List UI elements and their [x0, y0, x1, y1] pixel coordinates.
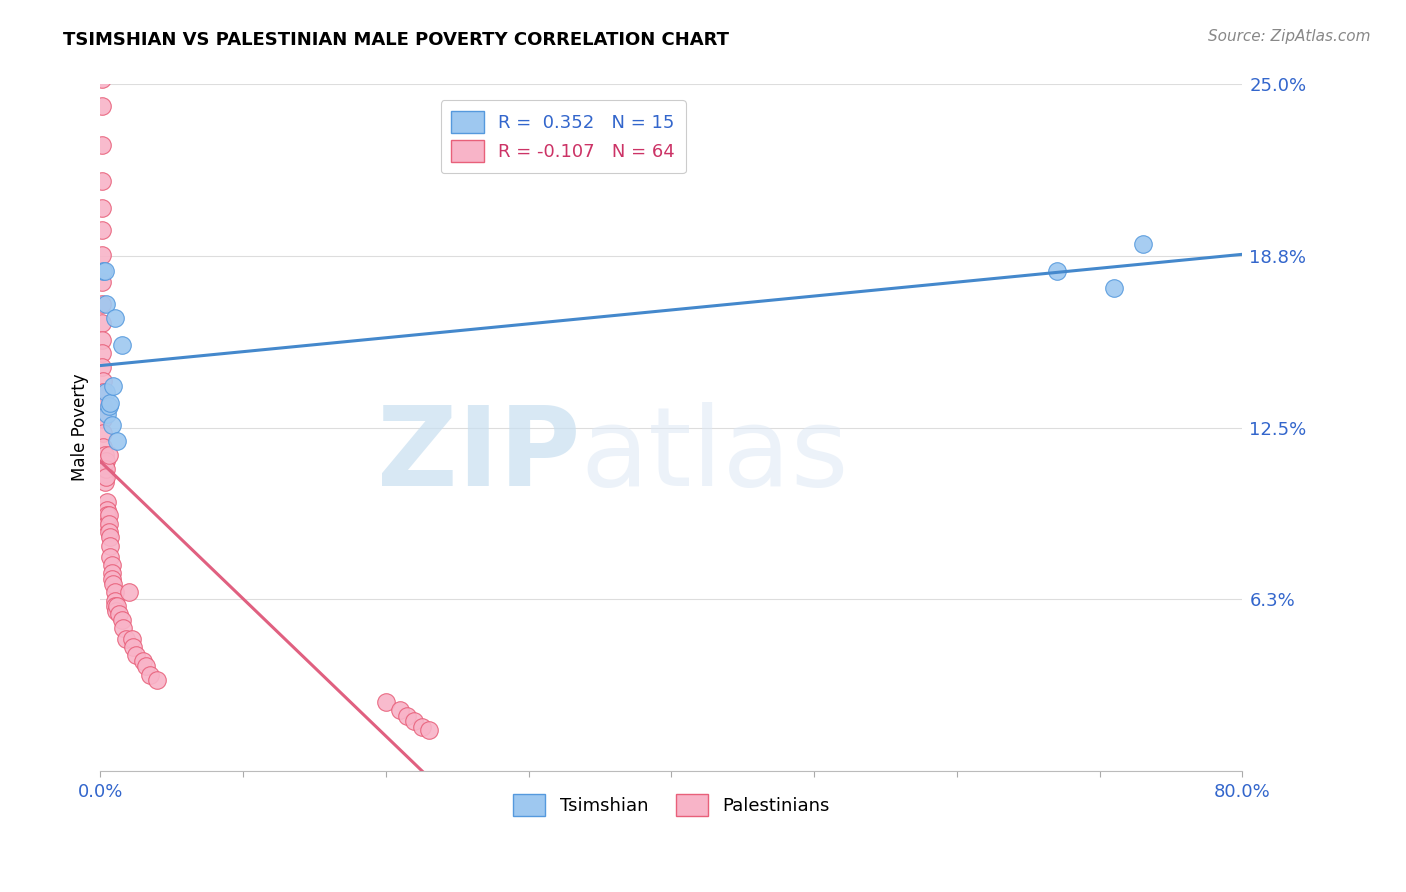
- Point: [146, 673, 169, 687]
- Point: [97, 448, 120, 462]
- Point: [93, 448, 115, 462]
- Point: [112, 621, 135, 635]
- Point: [94, 453, 117, 467]
- Point: [96, 494, 118, 508]
- Point: [98, 396, 121, 410]
- Point: [396, 708, 419, 723]
- Point: [111, 613, 134, 627]
- Y-axis label: Male Poverty: Male Poverty: [72, 374, 89, 482]
- Point: [418, 723, 440, 737]
- Point: [98, 530, 121, 544]
- Point: [96, 516, 118, 531]
- Point: [90, 297, 112, 311]
- Point: [90, 223, 112, 237]
- Point: [97, 516, 120, 531]
- Point: [91, 425, 114, 440]
- Point: [98, 539, 121, 553]
- Point: [108, 607, 131, 622]
- Point: [96, 503, 118, 517]
- Point: [97, 508, 120, 523]
- Point: [94, 461, 117, 475]
- Point: [1102, 280, 1125, 294]
- Point: [132, 654, 155, 668]
- Point: [115, 632, 138, 646]
- Point: [90, 316, 112, 330]
- Point: [90, 201, 112, 215]
- Point: [135, 659, 157, 673]
- Point: [103, 577, 125, 591]
- Point: [107, 599, 129, 613]
- Point: [105, 605, 128, 619]
- Point: [93, 264, 115, 278]
- Point: [94, 384, 117, 399]
- Point: [96, 508, 118, 523]
- Point: [90, 247, 112, 261]
- Point: [94, 470, 117, 484]
- Point: [100, 558, 122, 572]
- Point: [90, 333, 112, 347]
- Point: [125, 648, 148, 663]
- Point: [98, 549, 121, 564]
- Point: [1132, 236, 1154, 251]
- Point: [90, 360, 112, 375]
- Point: [91, 264, 114, 278]
- Point: [90, 99, 112, 113]
- Point: [100, 566, 122, 580]
- Point: [111, 338, 134, 352]
- Point: [103, 379, 125, 393]
- Point: [90, 72, 112, 87]
- Point: [90, 346, 112, 360]
- Point: [96, 407, 118, 421]
- Point: [94, 297, 117, 311]
- Point: [97, 524, 120, 539]
- Point: [404, 714, 426, 729]
- Point: [91, 440, 114, 454]
- Point: [139, 667, 162, 681]
- Point: [104, 585, 127, 599]
- Point: [93, 467, 115, 482]
- Point: [107, 434, 129, 449]
- Point: [104, 593, 127, 607]
- Point: [411, 720, 433, 734]
- Point: [91, 374, 114, 388]
- Legend: Tsimshian, Palestinians: Tsimshian, Palestinians: [506, 787, 837, 823]
- Text: atlas: atlas: [581, 401, 849, 508]
- Point: [118, 585, 141, 599]
- Point: [1046, 264, 1069, 278]
- Point: [374, 695, 396, 709]
- Point: [122, 640, 145, 655]
- Point: [100, 572, 122, 586]
- Point: [389, 703, 412, 717]
- Point: [90, 137, 112, 152]
- Point: [91, 412, 114, 426]
- Point: [93, 475, 115, 490]
- Point: [91, 399, 114, 413]
- Point: [91, 384, 114, 399]
- Point: [104, 310, 127, 325]
- Point: [90, 173, 112, 187]
- Point: [97, 399, 120, 413]
- Text: ZIP: ZIP: [377, 401, 581, 508]
- Point: [93, 456, 115, 470]
- Text: Source: ZipAtlas.com: Source: ZipAtlas.com: [1208, 29, 1371, 44]
- Point: [90, 275, 112, 289]
- Point: [121, 632, 143, 646]
- Text: TSIMSHIAN VS PALESTINIAN MALE POVERTY CORRELATION CHART: TSIMSHIAN VS PALESTINIAN MALE POVERTY CO…: [63, 31, 730, 49]
- Point: [100, 417, 122, 432]
- Point: [104, 599, 127, 613]
